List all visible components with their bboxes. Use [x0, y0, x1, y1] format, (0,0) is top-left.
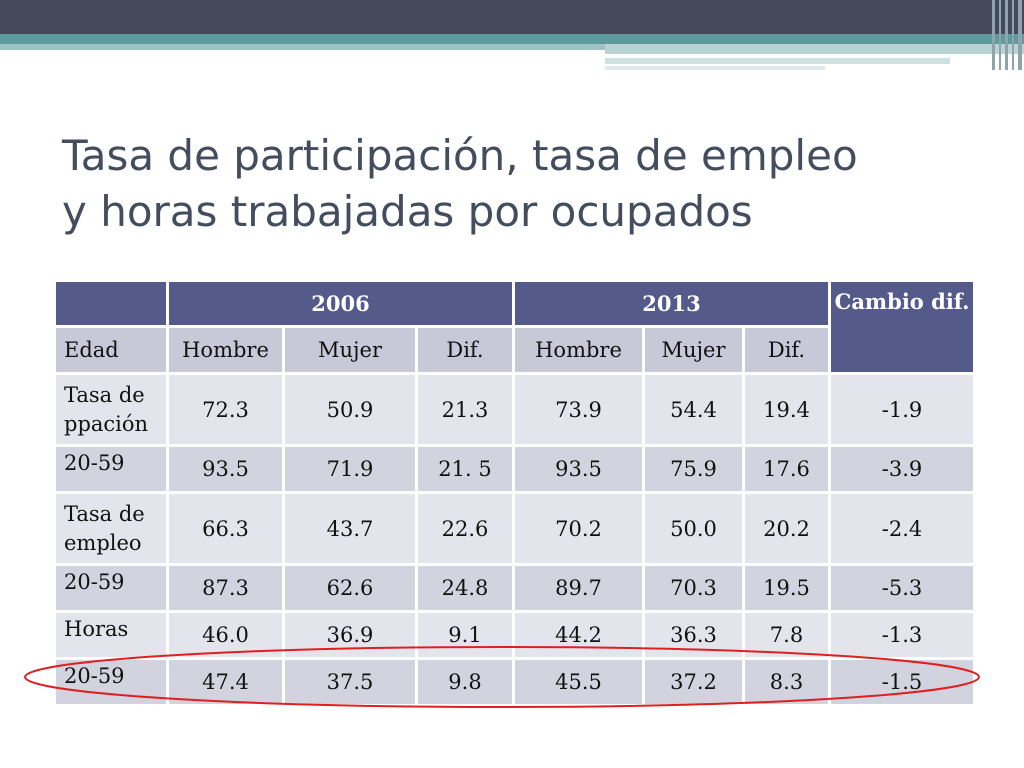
cell-hombre-2013: 45.5 [512, 657, 645, 707]
cell-hombre-2006: 93.5 [166, 444, 285, 494]
table-row: 20-59 47.4 37.5 9.8 45.5 37.2 8.3 -1.5 [53, 657, 976, 707]
cell-dif-2013: 7.8 [742, 610, 831, 660]
cell-dif-2006: 21.3 [415, 372, 515, 447]
header-edad: Edad [53, 325, 169, 375]
header-mujer-2006: Mujer [282, 325, 418, 375]
decor-stripe [605, 66, 825, 70]
header-cambio: Cambio dif. [828, 279, 976, 375]
cell-mujer-2006: 62.6 [282, 563, 418, 613]
cell-cambio: -1.3 [828, 610, 976, 660]
table-row: Tasa de ppación 72.3 50.9 21.3 73.9 54.4… [53, 372, 976, 447]
cell-cambio: -1.9 [828, 372, 976, 447]
cell-dif-2013: 19.4 [742, 372, 831, 447]
cell-hombre-2013: 93.5 [512, 444, 645, 494]
cell-hombre-2013: 44.2 [512, 610, 645, 660]
cell-mujer-2013: 50.0 [642, 491, 745, 566]
header-hombre-2006: Hombre [166, 325, 285, 375]
decor-stripe [605, 58, 950, 64]
cell-dif-2006: 9.8 [415, 657, 515, 707]
slide-title: Tasa de participación, tasa de empleo y h… [62, 131, 858, 236]
header-dif-2006: Dif. [415, 325, 515, 375]
cell-dif-2013: 20.2 [742, 491, 831, 566]
cell-hombre-2013: 73.9 [512, 372, 645, 447]
cell-cambio: -3.9 [828, 444, 976, 494]
decor-vertical-stripes [990, 0, 1024, 70]
cell-dif-2006: 22.6 [415, 491, 515, 566]
row-label: 20-59 [53, 444, 169, 494]
cell-mujer-2013: 70.3 [642, 563, 745, 613]
cell-dif-2013: 19.5 [742, 563, 831, 613]
cell-hombre-2006: 72.3 [166, 372, 285, 447]
header-year-2013: 2013 [512, 279, 831, 328]
cell-mujer-2013: 75.9 [642, 444, 745, 494]
header-dif-2013: Dif. [742, 325, 831, 375]
header-row-columns: Edad Hombre Mujer Dif. Hombre Mujer Dif. [53, 325, 975, 375]
cell-mujer-2013: 54.4 [642, 372, 745, 447]
cell-hombre-2006: 66.3 [166, 491, 285, 566]
decor-stripe [0, 44, 605, 50]
header-hombre-2013: Hombre [512, 325, 645, 375]
table-row: Horas 46.0 36.9 9.1 44.2 36.3 7.8 -1.3 [53, 610, 976, 660]
header-row-years: 2006 2013 Cambio dif. [53, 279, 976, 375]
header-corner-cell [53, 279, 169, 328]
cell-mujer-2013: 37.2 [642, 657, 745, 707]
cell-mujer-2006: 37.5 [282, 657, 418, 707]
row-label: 20-59 [53, 563, 169, 613]
cell-dif-2013: 17.6 [742, 444, 831, 494]
cell-mujer-2006: 50.9 [282, 372, 418, 447]
cell-dif-2006: 21. 5 [415, 444, 515, 494]
cell-mujer-2006: 36.9 [282, 610, 418, 660]
cell-dif-2006: 9.1 [415, 610, 515, 660]
row-label: Horas [53, 610, 169, 660]
data-table: 2006 2013 Cambio dif. Edad Hombre Mujer … [53, 279, 976, 707]
decor-stripe [605, 44, 1024, 54]
cell-hombre-2006: 87.3 [166, 563, 285, 613]
header-year-2006: 2006 [166, 279, 515, 328]
row-label: Tasa de empleo [53, 491, 169, 566]
top-decor-bar [0, 0, 1024, 34]
cell-mujer-2006: 43.7 [282, 491, 418, 566]
highlight-ellipse [24, 646, 980, 708]
cell-dif-2006: 24.8 [415, 563, 515, 613]
table-row: 20-59 93.5 71.9 21. 5 93.5 75.9 17.6 -3.… [53, 444, 976, 494]
row-label: Tasa de ppación [53, 372, 169, 447]
cell-hombre-2013: 89.7 [512, 563, 645, 613]
cell-cambio: -2.4 [828, 491, 976, 566]
cell-dif-2013: 8.3 [742, 657, 831, 707]
cell-mujer-2006: 71.9 [282, 444, 418, 494]
cell-hombre-2013: 70.2 [512, 491, 645, 566]
cell-cambio: -5.3 [828, 563, 976, 613]
table-row: Tasa de empleo 66.3 43.7 22.6 70.2 50.0 … [53, 491, 976, 566]
decor-stripe [0, 34, 1024, 44]
table-row: 20-59 87.3 62.6 24.8 89.7 70.3 19.5 -5.3 [53, 563, 976, 613]
header-mujer-2013: Mujer [642, 325, 745, 375]
